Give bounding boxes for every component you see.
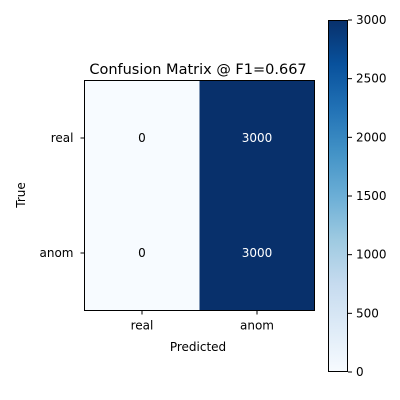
colorbar-tick-label: 1000: [356, 248, 387, 262]
colorbar-tick-label: 2500: [356, 72, 387, 86]
colorbar-gradient: [328, 20, 348, 372]
plot-frame: [84, 80, 315, 311]
cell-value-labels: 0 3000 0 3000: [138, 131, 272, 260]
heatmap-cell-anom-anom: [199, 195, 315, 311]
cell-value-label: 3000: [242, 131, 273, 145]
cell-value-label: 0: [138, 131, 146, 145]
colorbar-frame: [328, 20, 348, 372]
y-tick-label: real: [51, 131, 74, 145]
heatmap-cells: [84, 80, 315, 311]
colorbar-tick-label: 2000: [356, 130, 387, 144]
heatmap-cell-anom-real: [84, 195, 200, 311]
y-axis-ticks: real anom: [40, 131, 85, 260]
chart-title: Confusion Matrix @ F1=0.667: [89, 62, 306, 78]
colorbar-tick-label: 500: [356, 306, 379, 320]
heatmap-cell-real-real: [84, 80, 200, 196]
colorbar-tick-label: 3000: [356, 13, 387, 27]
colorbar-tick-label: 1500: [356, 189, 387, 203]
x-tick-label: real: [131, 319, 154, 333]
colorbar-tick-label: 0: [356, 365, 364, 379]
cell-value-label: 3000: [242, 246, 273, 260]
y-axis-label: True: [14, 182, 28, 209]
heatmap-cell-real-anom: [199, 80, 315, 196]
y-tick-label: anom: [40, 246, 74, 260]
colorbar-ticks: 0 500 1000 1500 2000 2500 3000: [348, 13, 387, 379]
cell-value-label: 0: [138, 246, 146, 260]
x-axis-ticks: real anom: [131, 310, 274, 333]
x-tick-label: anom: [240, 319, 274, 333]
x-axis-label: Predicted: [170, 340, 226, 354]
